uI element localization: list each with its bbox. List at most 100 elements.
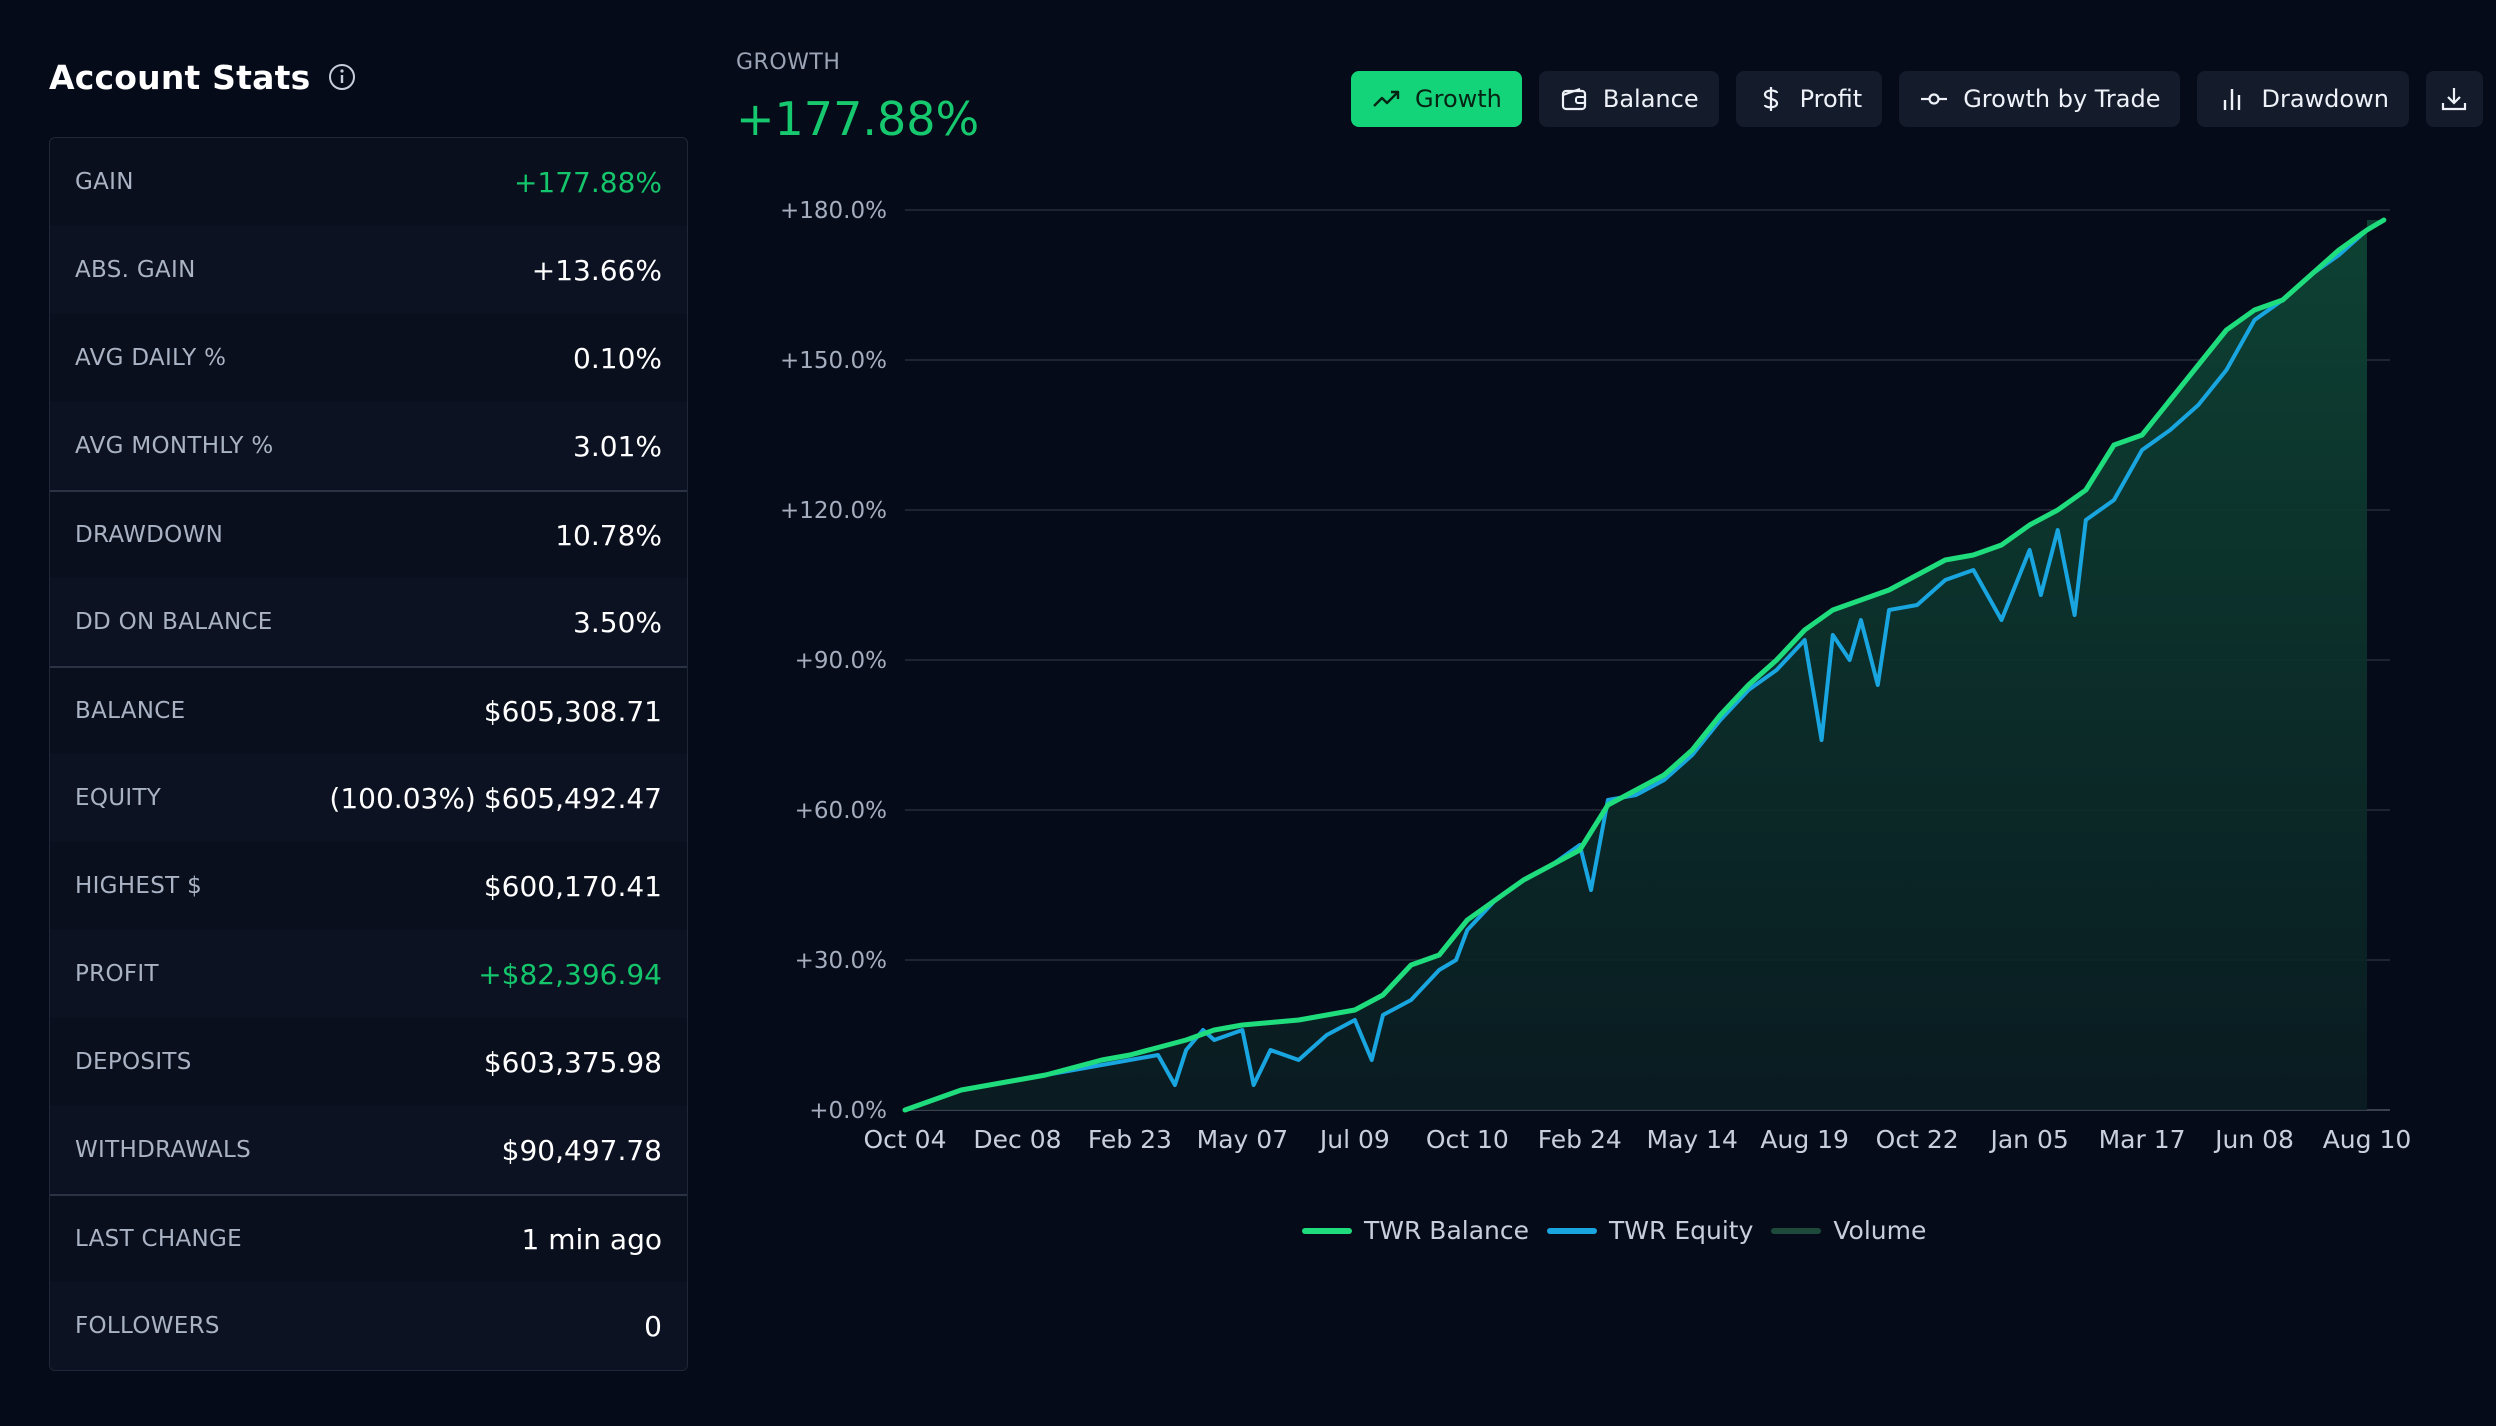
chart-legend: TWR Balance TWR Equity Volume <box>1302 1216 1926 1245</box>
tab-growth-by-trade[interactable]: Growth by Trade <box>1899 71 2181 127</box>
legend-swatch <box>1302 1227 1352 1234</box>
stat-label: BALANCE <box>75 698 186 724</box>
stat-value-group: 3.50% <box>573 606 662 639</box>
x-tick-label: Dec 08 <box>973 1125 1061 1154</box>
stat-row: GAIN +177.88% <box>50 138 687 226</box>
stat-label: EQUITY <box>75 785 162 811</box>
stat-value: 0 <box>644 1309 662 1343</box>
tab-label: Profit <box>1799 85 1863 113</box>
stat-value-group: 3.01% <box>573 430 662 463</box>
stat-row: ABS. GAIN +13.66% <box>50 226 687 314</box>
stat-label: AVG MONTHLY % <box>75 433 274 459</box>
tab-profit[interactable]: Profit <box>1735 71 1883 127</box>
wallet-icon <box>1561 87 1586 111</box>
download-button[interactable] <box>2425 71 2483 127</box>
stat-label: AVG DAILY % <box>75 345 227 371</box>
stat-value-group: (100.03%) $605,492.47 <box>329 782 662 815</box>
x-tick-label: May 07 <box>1197 1125 1288 1154</box>
legend-item-twr-equity[interactable]: TWR Equity <box>1547 1216 1753 1245</box>
y-tick-label: +0.0% <box>809 1098 887 1124</box>
commit-icon <box>1921 93 1948 105</box>
legend-label: Volume <box>1833 1216 1927 1245</box>
stat-value-group: 10.78% <box>555 519 662 552</box>
download-icon <box>2442 88 2467 111</box>
legend-swatch <box>1547 1227 1598 1234</box>
x-tick-label: Feb 24 <box>1538 1125 1622 1154</box>
stat-value: 10.78% <box>555 518 662 552</box>
stat-row: BALANCE $605,308.71 <box>50 666 687 754</box>
stat-label: WITHDRAWALS <box>75 1137 252 1163</box>
stat-label: HIGHEST $ <box>75 873 203 899</box>
tab-label: Growth by Trade <box>1963 85 2161 113</box>
stat-row: DEPOSITS $603,375.98 <box>50 1018 687 1106</box>
tab-label: Growth <box>1415 85 1502 113</box>
x-tick-label: Oct 04 <box>864 1125 947 1154</box>
stat-value: $90,497.78 <box>501 1133 662 1167</box>
stat-value-group: $600,170.41 <box>484 870 662 903</box>
y-tick-label: +120.0% <box>780 498 887 524</box>
stat-label: DD ON BALANCE <box>75 609 273 635</box>
stat-label: DEPOSITS <box>75 1049 192 1075</box>
x-tick-label: May 14 <box>1647 1125 1738 1154</box>
stat-value-group: 1 min ago <box>522 1223 662 1256</box>
stat-row: LAST CHANGE 1 min ago <box>50 1194 687 1282</box>
stat-value-prefix: (100.03%) <box>329 781 476 815</box>
stat-value: 1 min ago <box>521 1222 662 1256</box>
tab-growth[interactable]: Growth <box>1351 71 1522 127</box>
y-tick-label: +150.0% <box>780 348 887 374</box>
tab-balance[interactable]: Balance <box>1538 71 1719 127</box>
stat-value-group: +$82,396.94 <box>478 958 662 991</box>
stat-value: +$82,396.94 <box>478 957 662 991</box>
stat-row: WITHDRAWALS $90,497.78 <box>50 1106 687 1194</box>
stat-value-group: $605,308.71 <box>484 695 662 728</box>
legend-item-volume[interactable]: Volume <box>1771 1216 1926 1245</box>
stat-label: PROFIT <box>75 961 159 987</box>
x-tick-label: Aug 10 <box>2323 1125 2412 1154</box>
bar-chart-icon <box>2224 89 2241 110</box>
stat-value-group: +177.88% <box>514 166 662 199</box>
stat-value: 3.01% <box>573 429 662 463</box>
x-tick-label: Mar 17 <box>2099 1125 2186 1154</box>
y-tick-label: +30.0% <box>795 948 887 974</box>
stat-row: EQUITY (100.03%) $605,492.47 <box>50 754 687 842</box>
x-tick-label: Aug 19 <box>1760 1125 1849 1154</box>
trending-up-icon <box>1373 90 1400 107</box>
stat-value-group: +13.66% <box>532 254 662 287</box>
stats-table: GAIN +177.88% ABS. GAIN +13.66% AVG DAILY % 0… <box>49 137 688 1371</box>
volume-area <box>905 220 2384 1110</box>
x-tick-label: Oct 10 <box>1426 1125 1509 1154</box>
stat-row: FOLLOWERS 0 <box>50 1282 687 1370</box>
growth-label: GROWTH <box>736 50 841 75</box>
stat-value: $603,375.98 <box>483 1045 662 1079</box>
dollar-icon <box>1763 87 1778 111</box>
stat-row: AVG DAILY % 0.10% <box>50 314 687 402</box>
tab-label: Drawdown <box>2261 85 2389 113</box>
twr-equity-line <box>903 218 2386 1112</box>
x-tick-label: Jan 05 <box>1988 1125 2068 1154</box>
stat-value: +13.66% <box>531 253 662 287</box>
growth-value: +177.88% <box>736 92 980 146</box>
legend-label: TWR Balance <box>1364 1216 1530 1245</box>
stat-value: $600,170.41 <box>483 869 662 903</box>
stat-row: HIGHEST $ $600,170.41 <box>50 842 687 930</box>
stat-value: 0.10% <box>573 341 662 375</box>
tab-drawdown[interactable]: Drawdown <box>2197 71 2409 127</box>
stat-row: PROFIT +$82,396.94 <box>50 930 687 1018</box>
stat-label: GAIN <box>75 169 134 195</box>
panel-header: Account Stats <box>49 52 356 102</box>
tab-label: Balance <box>1602 85 1699 113</box>
growth-chart: +0.0% +30.0% +60.0% +90.0% +120.0% +150.0% +18… <box>780 198 2412 1154</box>
stat-label: DRAWDOWN <box>75 522 224 548</box>
y-tick-label: +90.0% <box>795 648 887 674</box>
stat-row: AVG MONTHLY % 3.01% <box>50 402 687 490</box>
stat-value: $605,492.47 <box>483 781 662 815</box>
info-circle-icon[interactable] <box>328 63 356 91</box>
stat-value: +177.88% <box>513 165 662 199</box>
stat-value: 3.50% <box>573 605 662 639</box>
x-tick-label: Oct 22 <box>1876 1125 1959 1154</box>
legend-item-twr-balance[interactable]: TWR Balance <box>1302 1216 1529 1245</box>
stat-label: FOLLOWERS <box>75 1313 220 1339</box>
panel-title: Account Stats <box>49 57 311 97</box>
stat-value-group: $90,497.78 <box>502 1134 662 1167</box>
legend-label: TWR Equity <box>1609 1216 1754 1245</box>
